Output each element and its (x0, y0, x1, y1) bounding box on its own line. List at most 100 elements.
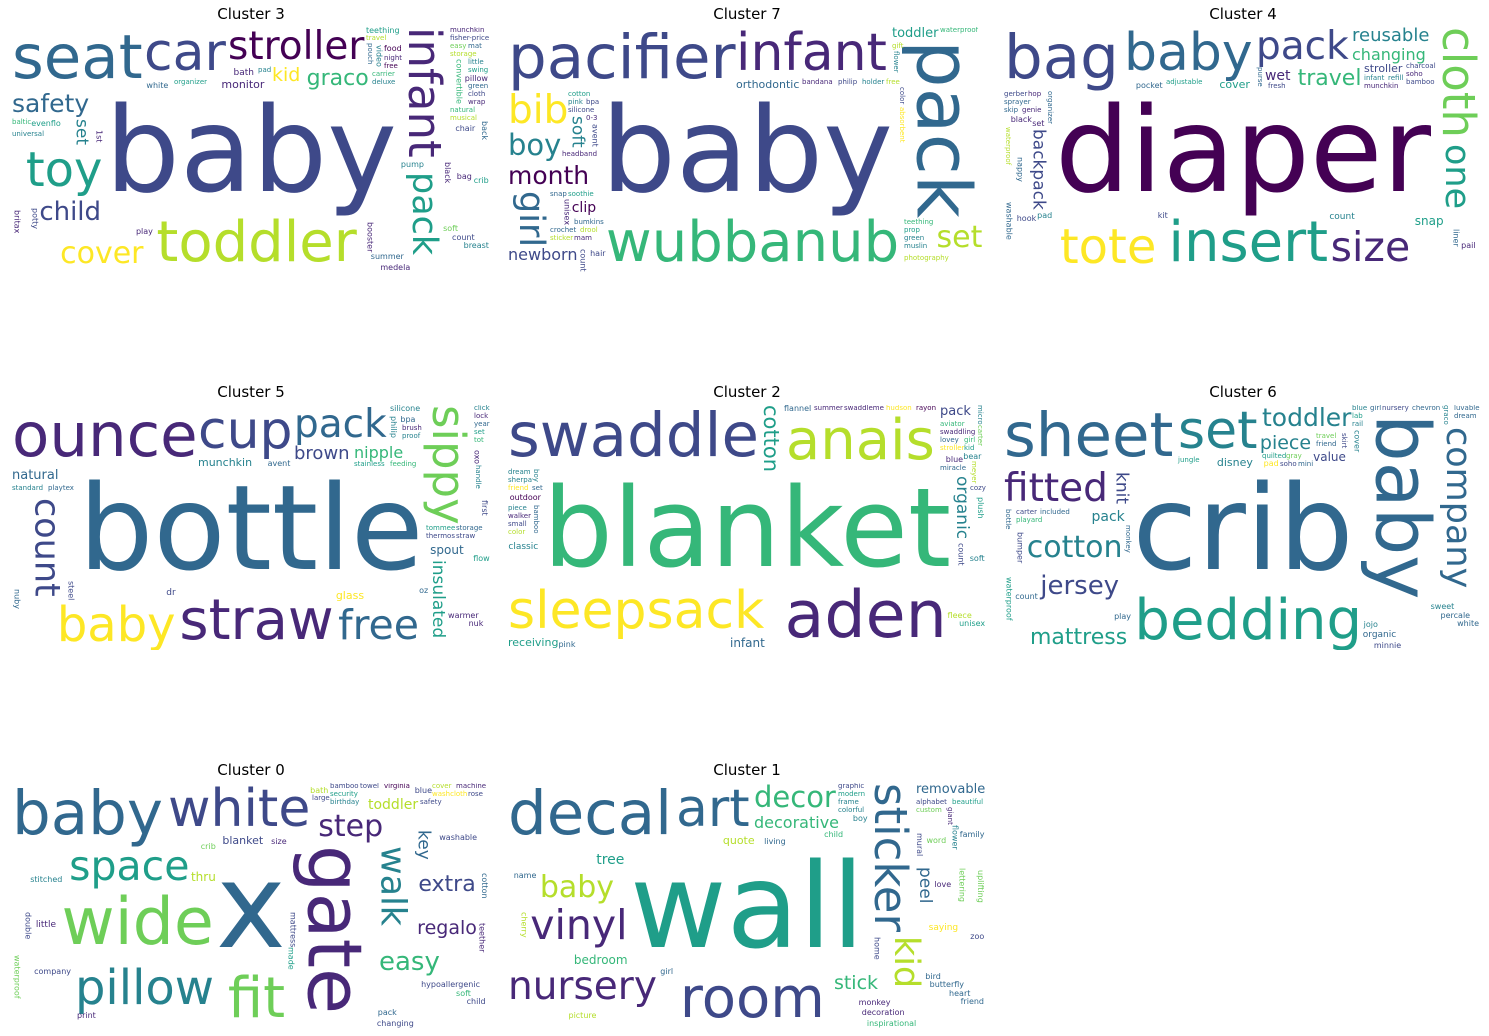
word-mattress: mattress (1029, 625, 1128, 650)
word-custom: custom (916, 806, 942, 814)
word-bpa: bpa (400, 414, 416, 424)
word-plush: plush (975, 497, 985, 519)
word-play: play (1114, 612, 1132, 622)
word-pack: pack (377, 1008, 397, 1018)
word-nappy: nappy (1015, 156, 1025, 182)
word-bamboo: bamboo (532, 505, 540, 534)
word-hypoallergenic: hypoallergenic (421, 980, 480, 990)
word-jersey: jersey (1040, 571, 1120, 602)
word-graco: graco (1442, 405, 1450, 425)
word-wall: wall (630, 836, 865, 975)
word-gift: gift (892, 42, 904, 50)
word-piece: piece (508, 504, 527, 512)
word-standard: standard (12, 484, 44, 492)
word-set: set (71, 119, 92, 146)
word-set: set (936, 219, 983, 255)
word-count: count (452, 232, 475, 242)
word-kid: kid (964, 444, 975, 452)
word-micro: micro (976, 405, 984, 425)
word-lettering: lettering (957, 868, 967, 903)
word-peel: peel (914, 867, 935, 904)
word-straw: straw (456, 532, 476, 540)
word-outdoor: outdoor (509, 492, 541, 502)
word-infant: infant (398, 27, 451, 158)
word-receiving: receiving (508, 636, 559, 649)
cluster-1-panel: Cluster 1 wall decal art sticker nursery room… (508, 761, 986, 1028)
word-lab: lab (1352, 412, 1363, 420)
word-steel: steel (66, 580, 76, 601)
panel-title: Cluster 0 (217, 761, 285, 779)
word-flannel: flannel (784, 405, 812, 413)
word-size: size (1330, 222, 1411, 271)
word-aviator: aviator (940, 420, 965, 428)
word-nuby: nuby (12, 589, 22, 610)
word-refill: refill (1388, 74, 1404, 82)
word-munchkin: munchkin (1364, 82, 1399, 90)
word-disney: disney (1216, 456, 1253, 470)
word-washable: washable (1004, 202, 1014, 241)
word-breast: breast (463, 241, 489, 251)
word-munchkin: munchkin (198, 456, 253, 469)
word-playard: playard (1016, 516, 1043, 524)
word-chair: chair (455, 124, 476, 134)
word-bedroom: bedroom (573, 953, 628, 968)
word-fit: fit (227, 965, 286, 1028)
word-pocket: pocket (1135, 81, 1163, 91)
word-decoration: decoration (861, 1008, 905, 1018)
word-crib: crib (200, 842, 216, 852)
word-orthodontic: orthodontic (736, 78, 800, 91)
word-bird: bird (925, 972, 941, 982)
word-child: child (39, 197, 102, 228)
word-silicone: silicone (568, 106, 595, 114)
word-count: count (26, 498, 67, 597)
word-snap: snap (550, 190, 567, 198)
word-travel: travel (1297, 66, 1362, 92)
word-kid: kid (271, 64, 301, 87)
word-rose: rose (468, 790, 483, 798)
word-machine: machine (456, 783, 487, 790)
word-large: large (312, 794, 330, 802)
word-towel: towel (360, 783, 380, 790)
word-swaddleme: swaddleme (844, 405, 884, 412)
panel-title: Cluster 7 (713, 5, 781, 23)
word-made: made (286, 947, 296, 970)
word-genie: genie (1022, 106, 1042, 114)
word-word: word (926, 836, 947, 846)
word-wide: wide (61, 885, 214, 961)
word-waterproof: waterproof (1004, 127, 1012, 166)
word-infant: infant (729, 636, 765, 650)
word-anais: anais (785, 408, 935, 474)
panel-title: Cluster 1 (713, 761, 781, 779)
word-alphabet: alphabet (916, 798, 947, 806)
word-nursery: nursery (508, 964, 657, 1009)
word-lock: lock (474, 412, 489, 420)
word-bib: bib (508, 88, 569, 133)
word-home: home (872, 936, 882, 960)
word-stitched: stitched (30, 875, 63, 885)
word-easy: easy (450, 42, 467, 50)
word-uplifting: uplifting (975, 869, 985, 903)
word-dr: dr (166, 588, 176, 599)
word-fisher-price: fisher-price (450, 34, 490, 42)
word-cotton: cotton (568, 90, 591, 98)
word-cover: cover (1352, 430, 1362, 453)
word-natural: natural (450, 106, 476, 114)
word-nuk: nuk (468, 619, 484, 629)
word-medela: medela (380, 262, 411, 272)
word-baby: baby (1124, 27, 1253, 83)
word-child: child (466, 997, 486, 1007)
word-pack: pack (404, 171, 445, 256)
word-gate: gate (290, 845, 379, 1015)
word-absorbent: absorbent (898, 107, 906, 143)
word-unisex: unisex (959, 619, 986, 629)
word-changing: changing (1352, 45, 1426, 64)
word-safety: safety (420, 798, 442, 806)
word-proof: proof (402, 432, 421, 440)
cluster-0-panel: Cluster 0 x baby white gate wide fit pillow spa… (12, 761, 490, 1028)
word-soft: soft (969, 554, 985, 564)
word-toddler: toddler (892, 27, 939, 41)
word-double: double (23, 911, 33, 939)
word-toddler: toddler (367, 796, 419, 813)
word-storage: storage (450, 50, 477, 58)
word-monitor: monitor (221, 78, 265, 92)
